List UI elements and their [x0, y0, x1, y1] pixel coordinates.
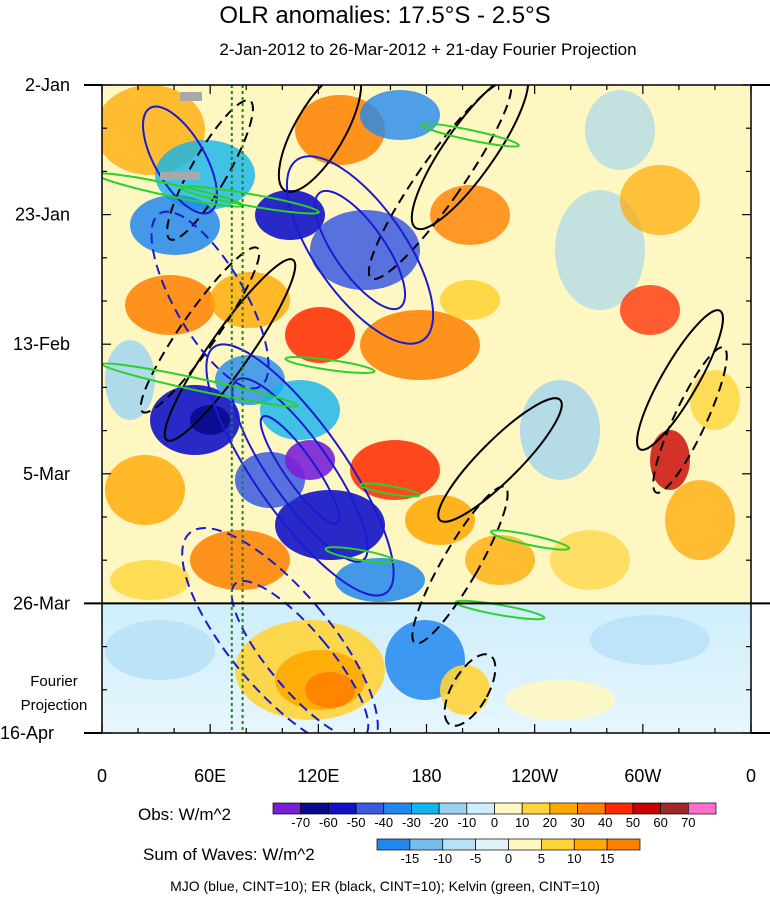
y-tick-label: 23-Jan [15, 205, 70, 225]
obs-legend-swatch [632, 802, 661, 815]
wave-footer-note: MJO (blue, CINT=10); ER (black, CINT=10)… [170, 878, 600, 894]
waves-legend-level: 10 [567, 851, 581, 866]
obs-legend-level: -50 [347, 815, 366, 830]
waves-legend-level: 15 [600, 851, 614, 866]
obs-legend-level: 20 [543, 815, 557, 830]
obs-legend-swatch [466, 802, 495, 815]
obs-legend-level: 30 [570, 815, 584, 830]
waves-legend-level: -15 [400, 851, 419, 866]
waves-legend-swatch [376, 838, 411, 851]
obs-legend-level: -20 [430, 815, 449, 830]
waves-legend: -15 -10 -5 0 5 10 15 [376, 838, 641, 866]
x-tick-label: 0 [746, 766, 756, 786]
x-tick-label: 180 [411, 766, 441, 786]
obs-legend-level: -70 [291, 815, 310, 830]
mjo-contours [142, 105, 435, 733]
obs-legend-level: 0 [491, 815, 498, 830]
waves-legend-swatch [541, 838, 575, 851]
obs-legend-swatch [494, 802, 523, 815]
projection-label-line1: Fourier [30, 673, 78, 690]
waves-legend-swatch [409, 838, 444, 851]
x-tick-label: 0 [97, 766, 107, 786]
obs-legend-swatch [383, 802, 412, 815]
projection-label-line2: Projection [21, 697, 88, 714]
obs-legend-swatch [687, 802, 717, 815]
x-tick-label: 60W [624, 766, 661, 786]
obs-legend-swatch [521, 802, 551, 815]
chart-title: OLR anomalies: 17.5°S - 2.5°S [219, 2, 551, 29]
obs-legend-level: 10 [515, 815, 529, 830]
y-tick-label: 26-Mar [13, 593, 70, 613]
obs-legend-swatch [328, 802, 357, 815]
waves-legend-level: -10 [433, 851, 452, 866]
x-tick-label: 120E [297, 766, 339, 786]
obs-legend-level: -30 [402, 815, 421, 830]
obs-legend-level: -40 [374, 815, 393, 830]
obs-legend-swatch [411, 802, 440, 815]
waves-legend-level: 0 [505, 851, 512, 866]
obs-legend-swatch [355, 802, 385, 815]
obs-legend-title: Obs: W/m^2 [138, 805, 231, 824]
er-contours [139, 85, 728, 727]
waves-legend-title: Sum of Waves: W/m^2 [143, 845, 315, 864]
obs-legend-level: -60 [319, 815, 338, 830]
x-tick-label: 120W [511, 766, 558, 786]
obs-legend-swatch [438, 802, 468, 815]
obs-legend-level: 40 [598, 815, 612, 830]
obs-legend: -70 -60 -50 -40 -30 -20 -10 0 10 20 30 40 50 60 70 [272, 802, 717, 830]
x-axis: 0 60E 120E 180 120W 60W 0 [97, 85, 756, 786]
waves-legend-swatch [573, 838, 608, 851]
waves-legend-swatch [508, 838, 542, 851]
waves-legend-swatch [606, 838, 641, 851]
y-tick-label: 2-Jan [25, 75, 70, 95]
y-tick-label: 13-Feb [13, 334, 70, 354]
y-axis: 2-Jan 23-Jan 13-Feb 5-Mar 26-Mar [13, 75, 751, 734]
missing-data-patch [180, 92, 202, 101]
obs-legend-swatch [272, 802, 302, 815]
y-tick-label: 5-Mar [23, 464, 70, 484]
waves-legend-swatch [442, 838, 476, 851]
waves-legend-swatch [475, 838, 509, 851]
chart-subtitle: 2-Jan-2012 to 26-Mar-2012 + 21-day Fouri… [219, 40, 637, 59]
reference-lines [230, 85, 244, 733]
obs-legend-swatch [660, 802, 689, 815]
obs-legend-swatch [549, 802, 578, 815]
obs-legend-swatch [577, 802, 606, 815]
obs-legend-level: 60 [653, 815, 667, 830]
obs-legend-swatch [604, 802, 634, 815]
obs-legend-swatch [300, 802, 329, 815]
missing-data-patch [160, 172, 200, 180]
x-tick-label: 60E [194, 766, 226, 786]
obs-legend-level: -10 [457, 815, 476, 830]
waves-legend-level: 5 [538, 851, 545, 866]
waves-legend-level: -5 [470, 851, 482, 866]
obs-legend-level: 50 [626, 815, 640, 830]
obs-legend-level: 70 [681, 815, 695, 830]
projection-field [102, 603, 751, 733]
y-end-label: 16-Apr [0, 723, 54, 743]
